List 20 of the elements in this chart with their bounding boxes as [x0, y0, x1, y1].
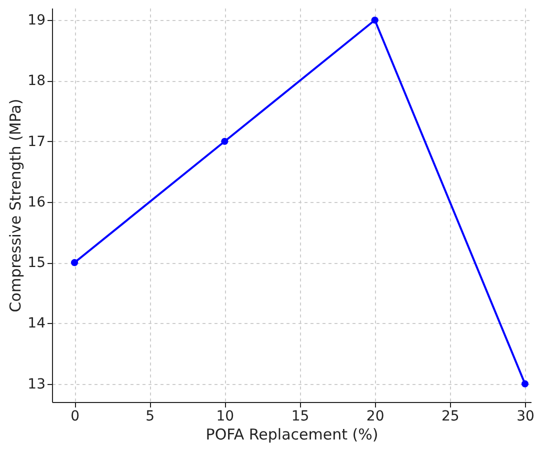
point	[221, 138, 228, 145]
y-tick-label: 18	[28, 73, 46, 90]
x-tick-label: 25	[442, 408, 460, 424]
y-tick-label: 16	[28, 194, 46, 210]
point	[521, 380, 529, 388]
x-tick-label: 20	[366, 408, 384, 424]
x-tick-label: 15	[291, 408, 310, 424]
x-tick-label: 0	[70, 408, 80, 424]
y-tick-label: 14	[28, 316, 46, 332]
y-tick-label: 13	[28, 376, 46, 392]
x-axis-title: POFA Replacement (%)	[206, 426, 378, 444]
x-tick-label: 30	[516, 408, 534, 424]
x-tick-label: 5	[146, 408, 155, 424]
x-tick-label: 10	[216, 408, 234, 424]
y-tick-label: 19	[28, 12, 46, 29]
y-axis-title: Compressive Strength (MPa)	[6, 98, 25, 312]
y-tick-label: 15	[28, 255, 46, 272]
point	[70, 259, 78, 266]
point	[371, 16, 378, 24]
y-tick-label: 17	[28, 134, 46, 150]
